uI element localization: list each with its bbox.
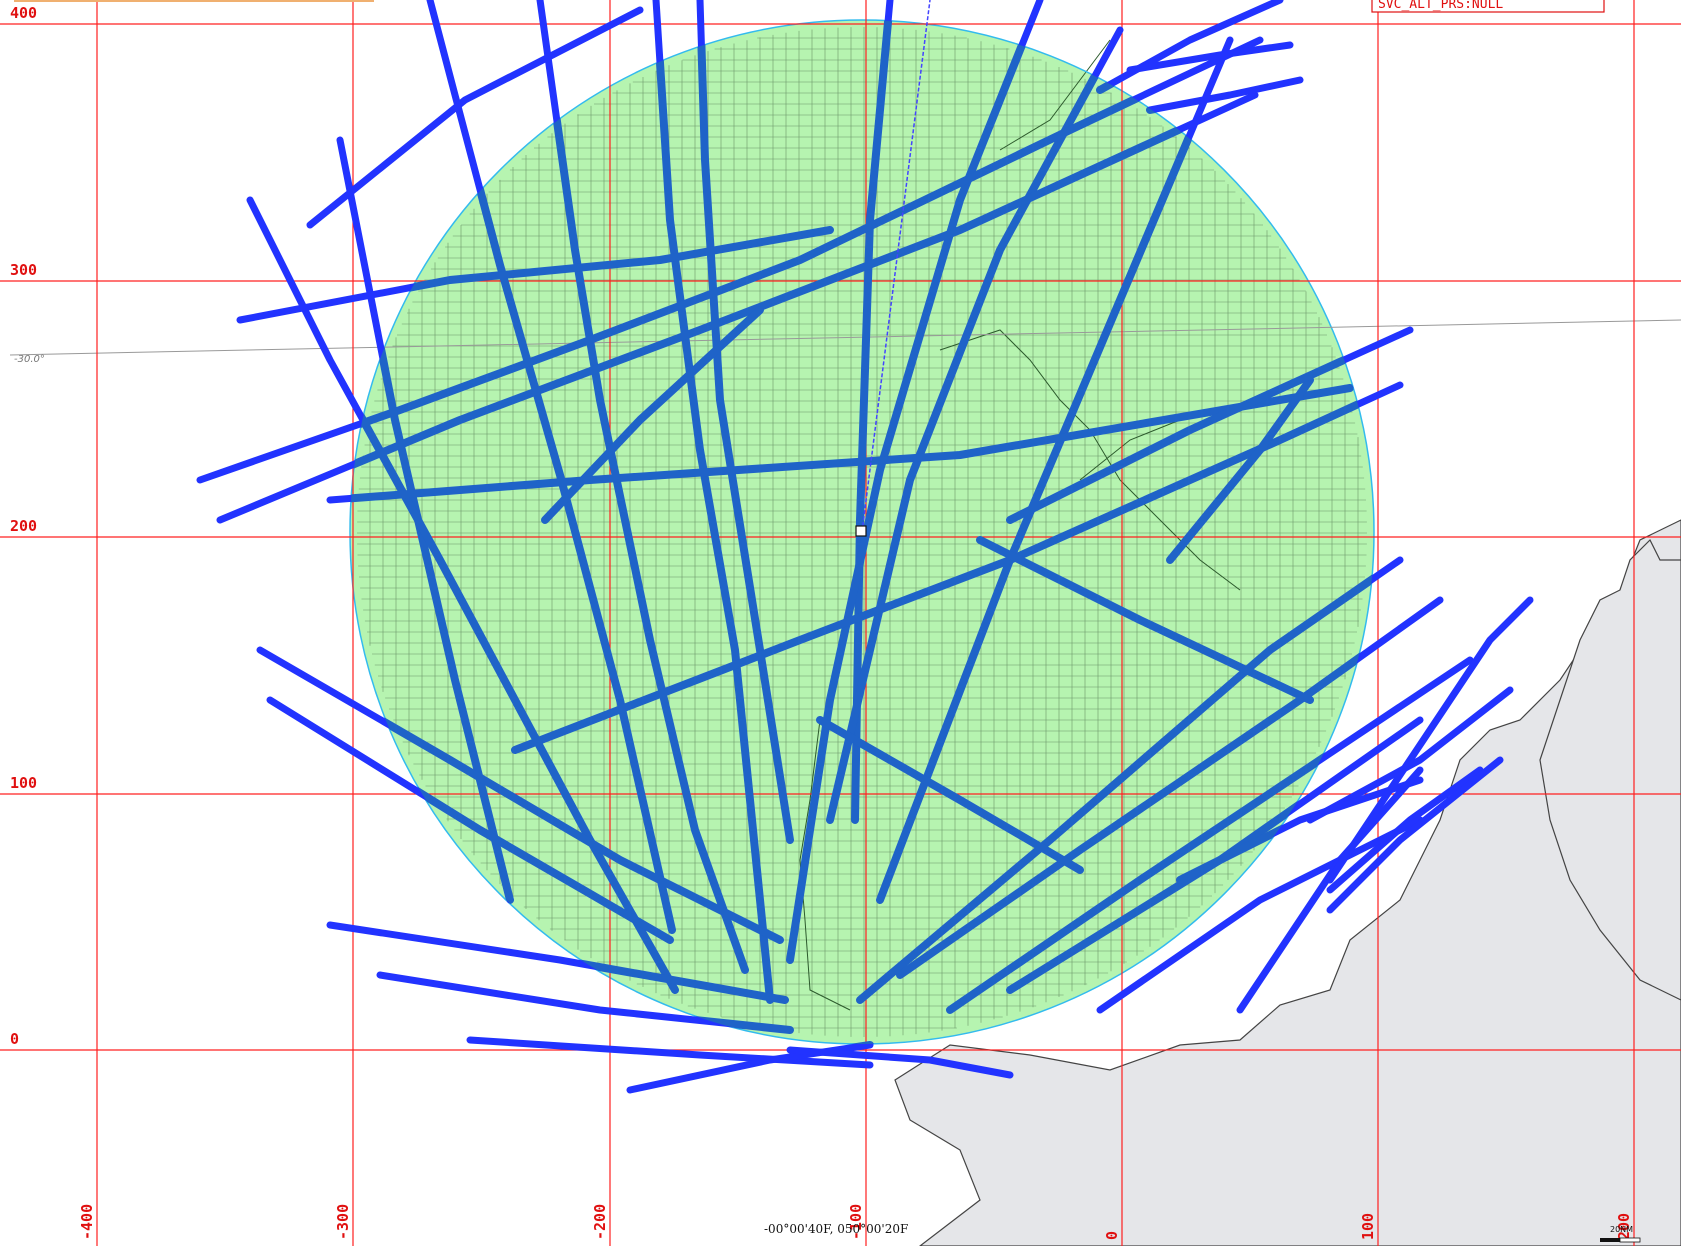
flight-track-covered (350, 384, 1354, 504)
status-box: SVC_ALT_PRS:NULL (1371, 0, 1605, 13)
scale-bar-segment (1619, 1237, 1641, 1243)
flight-track-covered (826, 26, 1124, 824)
flight-track[interactable] (786, 1046, 1014, 1079)
x-axis-label: -100 (847, 1204, 865, 1240)
flight-track-covered (652, 20, 774, 1004)
flight-track[interactable] (1126, 41, 1294, 74)
flight-track-covered (976, 536, 1314, 704)
land-east-peninsula (1539, 538, 1681, 1001)
flight-track[interactable] (466, 1036, 874, 1069)
y-axis-label: 200 (10, 517, 37, 535)
y-axis-label: 0 (10, 1030, 19, 1048)
flight-track[interactable] (1096, 816, 1424, 1014)
latitude-line (9, 319, 1681, 356)
flight-track-covered (786, 20, 1044, 964)
flight-track-covered (536, 20, 749, 974)
x-axis-label: -300 (334, 1204, 352, 1240)
scale-bar-segment (1600, 1238, 1620, 1242)
flight-track-covered (541, 306, 764, 524)
flight-track-covered (350, 91, 1259, 524)
x-axis-label: -400 (78, 1204, 96, 1240)
status-box-text: SVC_ALT_PRS:NULL (1378, 0, 1503, 12)
flight-track[interactable] (1326, 766, 1484, 894)
x-axis-label: -200 (591, 1204, 609, 1240)
flight-track-covered (946, 656, 1374, 1014)
flight-track-covered (816, 716, 1084, 874)
flight-track-covered (876, 36, 1234, 904)
flight-track-covered (350, 696, 674, 944)
y-axis-label: 300 (10, 261, 37, 279)
y-axis-label: 400 (10, 4, 37, 22)
land-layer (894, 519, 1681, 1246)
x-axis-labels: -400 -300 -200 -100 0 100 200 (78, 1204, 1633, 1240)
flight-track[interactable] (1326, 596, 1534, 884)
scale-bar: 20NM (1600, 1225, 1641, 1243)
y-axis-label: 100 (10, 774, 37, 792)
flight-track-covered (851, 20, 894, 824)
status-box-frame (1371, 0, 1605, 13)
flight-track[interactable] (1306, 686, 1514, 824)
border-line (1079, 419, 1181, 481)
flight-track-covered (856, 556, 1374, 1004)
flight-track-covered (350, 226, 834, 324)
x-axis-label: 0 (1103, 1231, 1121, 1240)
radar-station-marker[interactable] (855, 525, 867, 537)
flight-tracks (196, 0, 1534, 1094)
flight-track[interactable] (1146, 76, 1304, 114)
x-axis-label: 100 (1359, 1213, 1377, 1240)
flight-track-covered (696, 20, 794, 844)
latitude-label: -30.0° (14, 354, 45, 365)
flight-track-covered (1166, 376, 1314, 564)
flight-track-covered (1006, 326, 1374, 524)
border-line (999, 39, 1111, 151)
scale-bar-label: 20NM (1610, 1225, 1633, 1234)
flight-track-covered (511, 381, 1374, 754)
y-axis-labels: 400 300 200 100 0 (10, 4, 37, 1048)
flight-track-covered (350, 36, 1264, 484)
top-strip (14, 0, 374, 2)
x-axis-label: 200 (1615, 1213, 1633, 1240)
flight-track-covered (350, 196, 679, 994)
flight-track[interactable] (306, 6, 644, 229)
radar-heading-line (861, 0, 931, 533)
flight-track[interactable] (1326, 756, 1504, 914)
coordinate-readout: -00°00'40F, 050°00'20F (764, 1222, 908, 1236)
